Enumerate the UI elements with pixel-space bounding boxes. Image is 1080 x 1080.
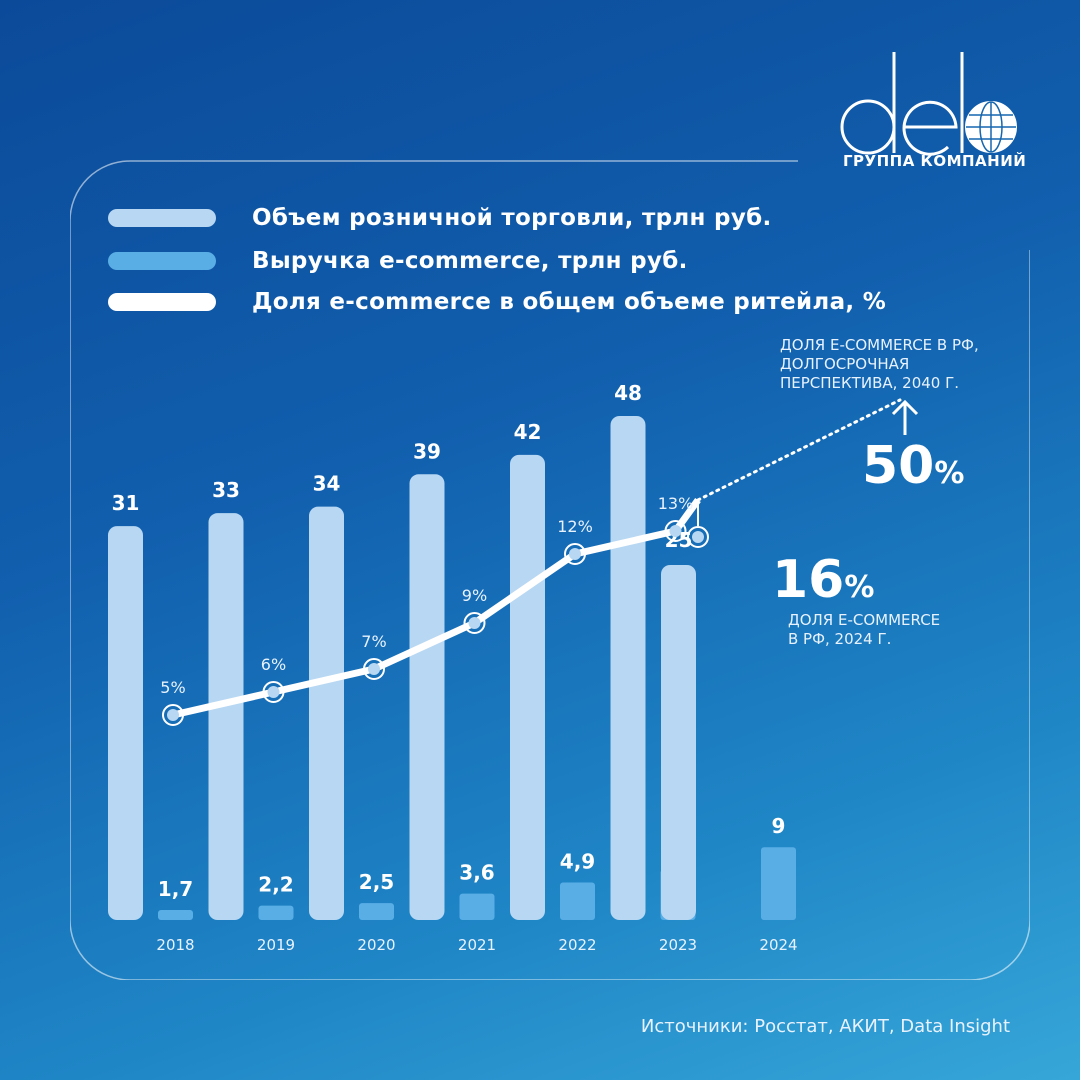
chart-frame bbox=[70, 160, 1030, 980]
share-marker bbox=[468, 617, 481, 629]
annotation-line: ДОЛЯ E-COMMERCE В РФ, bbox=[780, 336, 979, 354]
share-marker-ring bbox=[687, 526, 709, 548]
legend-swatch-share bbox=[108, 293, 216, 311]
current-unit: % bbox=[844, 570, 875, 605]
x-tick-label: 2022 bbox=[558, 936, 596, 954]
bar-ecommerce bbox=[761, 847, 796, 920]
legend-swatch-ecommerce bbox=[108, 252, 216, 270]
share-marker bbox=[167, 709, 179, 721]
bar-label-retail: 42 bbox=[514, 420, 542, 444]
share-label: 9% bbox=[462, 586, 487, 605]
bar-label-ecommerce: 1,7 bbox=[158, 877, 193, 901]
bar-label-retail: 31 bbox=[112, 491, 140, 515]
share-marker-ring bbox=[463, 612, 486, 634]
current-value: 16% bbox=[772, 550, 874, 610]
x-tick-label: 2018 bbox=[156, 936, 194, 954]
source-note: Источники: Росстат, АКИТ, Data Insight bbox=[640, 1016, 1010, 1037]
bar-label-ecommerce: 3,6 bbox=[459, 861, 494, 885]
x-tick-label: 2024 bbox=[759, 936, 797, 954]
bar-label-retail: 39 bbox=[413, 439, 441, 463]
bar-ecommerce bbox=[560, 882, 595, 920]
legend-label: Объем розничной торговли, трлн руб. bbox=[252, 205, 772, 231]
current-number: 16 bbox=[772, 550, 845, 610]
bar-retail bbox=[610, 415, 646, 920]
share-marker bbox=[569, 548, 581, 560]
share-marker-ring bbox=[564, 543, 586, 565]
share-marker-ring bbox=[262, 681, 285, 703]
bar-retail bbox=[510, 454, 545, 920]
legend-item-ecommerce: Выручка e-commerce, трлн руб. bbox=[108, 248, 688, 274]
share-marker-ring bbox=[162, 704, 184, 726]
bar-label-retail: 34 bbox=[313, 472, 341, 496]
bar-retail bbox=[208, 513, 244, 920]
share-label: 6% bbox=[261, 655, 286, 674]
bar-ecommerce bbox=[359, 903, 394, 920]
bar-ecommerce bbox=[459, 893, 495, 920]
bar-label-ecommerce: 4,9 bbox=[560, 849, 595, 873]
future-unit: % bbox=[934, 456, 965, 491]
legend-label: Выручка e-commerce, трлн руб. bbox=[252, 248, 688, 274]
annotation-line: ПЕРСПЕКТИВА, 2040 Г. bbox=[780, 374, 960, 392]
share-label: 7% bbox=[361, 632, 386, 651]
logo-subtitle: ГРУППА КОМПАНИЙ bbox=[843, 152, 1027, 170]
bar-retail bbox=[309, 506, 344, 920]
share-marker bbox=[267, 686, 280, 698]
annotation-line: ДОЛГОСРОЧНАЯ bbox=[780, 355, 910, 373]
bar-retail bbox=[661, 565, 696, 920]
bar-label-ecommerce: 9 bbox=[772, 814, 786, 838]
bar-retail bbox=[409, 474, 445, 920]
share-marker-ring bbox=[664, 520, 687, 542]
share-marker-ring bbox=[363, 658, 385, 680]
x-tick-label: 2023 bbox=[659, 936, 697, 954]
legend-label: Доля e-commerce в общем объеме ритейла, … bbox=[252, 289, 887, 315]
bar-retail bbox=[108, 526, 143, 920]
x-tick-label: 2019 bbox=[257, 936, 295, 954]
arrow-up-icon bbox=[891, 399, 919, 435]
x-tick-label: 2021 bbox=[458, 936, 496, 954]
delo-logo bbox=[840, 52, 1017, 156]
bar-ecommerce bbox=[258, 905, 294, 920]
future-number: 50 bbox=[862, 436, 935, 496]
share-label: 12% bbox=[557, 517, 593, 536]
legend-item-share: Доля e-commerce в общем объеме ритейла, … bbox=[108, 289, 886, 315]
legend-swatch-retail bbox=[108, 209, 216, 227]
bar-label-ecommerce: 2,2 bbox=[258, 873, 293, 897]
annotation-line: В РФ, 2024 Г. bbox=[788, 630, 892, 648]
share-label: 5% bbox=[160, 678, 185, 697]
share-marker bbox=[669, 525, 682, 537]
bar-ecommerce bbox=[158, 909, 193, 920]
current-annotation: ДОЛЯ E-COMMERCE В РФ, 2024 Г. bbox=[788, 611, 940, 649]
projection-dotted-line bbox=[696, 398, 902, 502]
share-marker bbox=[692, 531, 704, 543]
bar-label-retail: 48 bbox=[614, 381, 642, 405]
share-label: 13% bbox=[658, 494, 694, 513]
future-value: 50% bbox=[862, 436, 964, 496]
future-annotation: ДОЛЯ E-COMMERCE В РФ, ДОЛГОСРОЧНАЯ ПЕРСП… bbox=[780, 336, 979, 393]
bar-label-ecommerce: 2,5 bbox=[359, 870, 394, 894]
annotation-line: ДОЛЯ E-COMMERCE bbox=[788, 611, 941, 629]
share-marker bbox=[368, 663, 380, 675]
bar-label-retail: 33 bbox=[212, 478, 240, 502]
x-tick-label: 2020 bbox=[357, 936, 395, 954]
legend-item-retail: Объем розничной торговли, трлн руб. bbox=[108, 205, 772, 231]
